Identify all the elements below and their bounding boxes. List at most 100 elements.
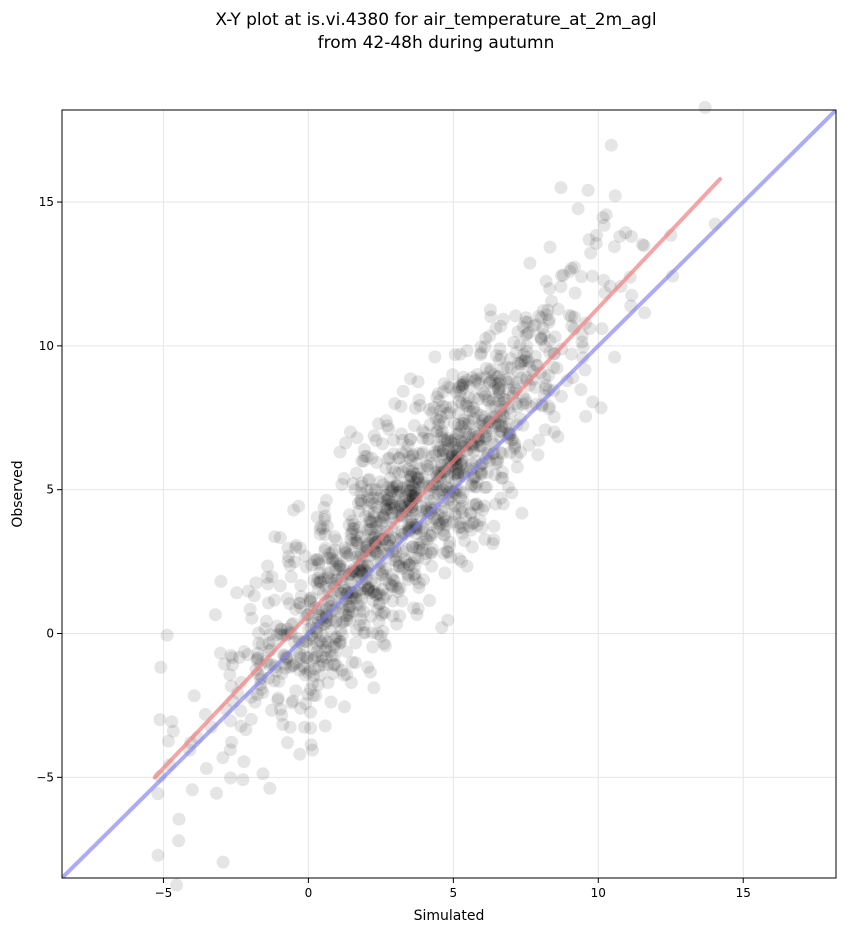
scatter-point [407, 507, 421, 521]
scatter-point [392, 451, 406, 465]
scatter-point [403, 484, 417, 498]
scatter-point [545, 294, 558, 308]
scatter-point [411, 447, 425, 460]
scatter-point [407, 466, 421, 480]
scatter-point [360, 450, 374, 463]
scatter-point [392, 451, 406, 465]
scatter-point [310, 637, 324, 651]
scatter-point [413, 462, 427, 476]
scatter-point [397, 561, 411, 575]
scatter-point [619, 226, 633, 240]
scatter-point [425, 542, 439, 556]
scatter-point [409, 456, 423, 470]
scatter-point [394, 399, 408, 413]
scatter-point [412, 580, 426, 594]
scatter-point [571, 202, 585, 216]
scatter-point [318, 719, 332, 733]
scatter-point [276, 717, 290, 731]
scatter-point [403, 450, 417, 464]
scatter-point [447, 486, 461, 499]
scatter-point [474, 467, 488, 481]
scatter-point [435, 621, 449, 634]
scatter-point [226, 658, 240, 672]
scatter-point [477, 499, 491, 513]
scatter-point [510, 376, 524, 390]
scatter-point [275, 708, 289, 722]
scatter-point [356, 586, 370, 600]
scatter-point [404, 453, 418, 467]
scatter-point [607, 240, 621, 254]
scatter-point [411, 602, 425, 616]
scatter-point [349, 636, 363, 650]
scatter-point [514, 357, 528, 371]
scatter-point [439, 480, 453, 494]
scatter-point [161, 734, 175, 748]
scatter-point [304, 621, 318, 635]
scatter-point [426, 480, 440, 494]
scatter-point [231, 686, 245, 700]
scatter-point [431, 514, 445, 528]
scatter-point [436, 399, 450, 413]
scatter-point [315, 610, 329, 624]
scatter-point [463, 379, 477, 393]
scatter-point [315, 650, 329, 664]
scatter-point [487, 381, 501, 395]
scatter-point [453, 502, 467, 515]
scatter-point [433, 516, 447, 530]
scatter-point [508, 441, 522, 455]
scatter-point [465, 477, 479, 491]
scatter-point [381, 452, 395, 466]
scatter-point [321, 676, 335, 690]
scatter-point [334, 635, 348, 649]
scatter-point [523, 360, 536, 374]
scatter-point [519, 393, 533, 407]
scatter-point [385, 506, 399, 520]
scatter-point [381, 538, 395, 552]
scatter-point [393, 500, 407, 514]
scatter-point [451, 418, 465, 432]
scatter-point [393, 581, 407, 595]
scatter-point [187, 689, 201, 703]
scatter-point [279, 652, 293, 666]
scatter-point [391, 582, 405, 596]
scatter-point [637, 239, 651, 253]
scatter-point [304, 738, 318, 752]
scatter-point [436, 516, 449, 530]
scatter-point [439, 400, 453, 414]
scatter-point [249, 576, 263, 590]
scatter-point [487, 368, 501, 382]
scatter-point [437, 483, 451, 497]
scatter-point [464, 523, 478, 537]
scatter-point [494, 319, 508, 333]
scatter-point [357, 618, 371, 632]
scatter-point [511, 356, 525, 370]
scatter-point [263, 781, 277, 795]
scatter-point [367, 585, 381, 599]
scatter-point [275, 666, 289, 680]
scatter-point [313, 566, 327, 580]
scatter-point [401, 573, 415, 587]
scatter-point [432, 394, 446, 408]
scatter-point [364, 522, 378, 536]
scatter-point [454, 456, 468, 470]
scatter-point [472, 392, 486, 406]
scatter-point [594, 401, 608, 415]
scatter-point [318, 634, 332, 648]
scatter-point [390, 479, 404, 493]
scatter-point [283, 720, 297, 734]
scatter-point [373, 588, 387, 602]
scatter-point [519, 328, 533, 342]
scatter-point [417, 573, 430, 587]
scatter-point [352, 521, 366, 534]
scatter-point [433, 484, 447, 498]
scatter-point [362, 493, 376, 507]
scatter-point [488, 400, 502, 414]
scatter-point [263, 628, 277, 642]
scatter-point [550, 361, 564, 375]
scatter-point [297, 661, 311, 675]
scatter-point [470, 368, 484, 381]
scatter-point [454, 520, 468, 534]
scatter-point [390, 479, 404, 492]
scatter-point [351, 537, 365, 551]
scatter-point [575, 270, 589, 284]
